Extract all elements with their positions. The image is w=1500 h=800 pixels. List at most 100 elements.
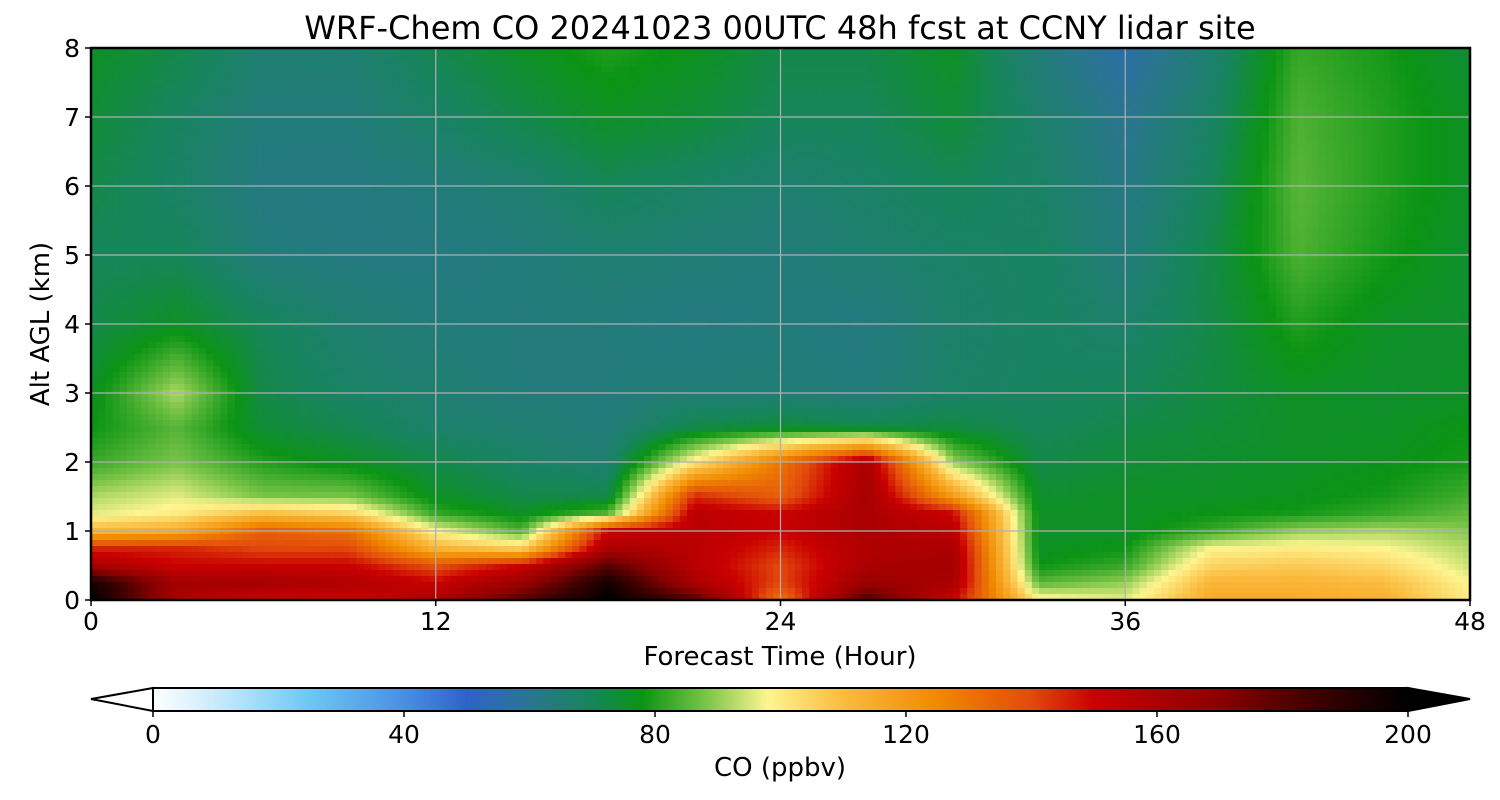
field-cell (1369, 54, 1378, 61)
field-cell (335, 138, 343, 145)
field-cell (299, 126, 308, 133)
field-cell (1383, 126, 1392, 133)
field-cell (134, 150, 142, 157)
field-cell (873, 48, 882, 55)
field-cell (335, 198, 343, 205)
field-cell (550, 168, 559, 175)
field-cell (1362, 174, 1371, 181)
field-cell (938, 150, 947, 157)
field-cell (1211, 126, 1220, 133)
field-cell (162, 174, 171, 181)
field-cell (263, 108, 272, 115)
field-cell (1211, 132, 1220, 139)
field-cell (1390, 90, 1399, 97)
field-cell (198, 96, 207, 103)
field-cell (1189, 48, 1198, 55)
field-cell (241, 132, 250, 139)
field-cell (356, 198, 365, 205)
field-cell (636, 198, 645, 205)
field-cell (112, 102, 121, 109)
field-cell (888, 60, 897, 67)
field-cell (349, 120, 358, 127)
field-cell (507, 162, 516, 169)
field-cell (126, 162, 135, 169)
field-cell (1082, 180, 1090, 187)
field-cell (328, 48, 336, 55)
field-cell (1462, 198, 1470, 205)
field-cell (859, 138, 868, 145)
field-cell (1355, 72, 1363, 79)
field-cell (550, 96, 559, 103)
field-cell (751, 192, 760, 199)
field-cell (486, 84, 494, 91)
field-cell (931, 192, 940, 199)
field-cell (816, 186, 825, 193)
field-cell (644, 156, 652, 163)
field-cell (1247, 102, 1256, 109)
field-cell (873, 132, 882, 139)
field-cell (371, 78, 379, 85)
field-cell (1039, 48, 1047, 55)
field-cell (758, 126, 767, 133)
field-cell (1118, 66, 1126, 73)
field-cell (1146, 72, 1155, 79)
field-cell (457, 90, 466, 97)
field-cell (852, 78, 861, 85)
field-cell (780, 180, 789, 187)
field-cell (1103, 150, 1112, 157)
field-cell (773, 156, 782, 163)
field-cell (1455, 156, 1464, 163)
field-cell (227, 186, 236, 193)
field-cell (1017, 90, 1026, 97)
field-cell (988, 138, 997, 145)
field-cell (1333, 126, 1342, 133)
field-cell (1311, 96, 1320, 103)
field-cell (184, 102, 193, 109)
field-cell (816, 198, 825, 205)
field-cell (600, 60, 609, 67)
field-cell (1082, 150, 1090, 157)
field-cell (1261, 180, 1270, 187)
field-cell (615, 126, 624, 133)
field-cell (1146, 66, 1155, 73)
field-cell (1369, 150, 1378, 157)
field-cell (600, 150, 609, 157)
field-cell (1197, 192, 1205, 199)
field-cell (1089, 156, 1098, 163)
field-cell (837, 192, 846, 199)
field-cell (134, 120, 142, 127)
field-cell (1319, 108, 1327, 115)
field-cell (536, 102, 545, 109)
field-cell (306, 186, 315, 193)
field-cell (356, 90, 365, 97)
field-cell (665, 162, 674, 169)
field-cell (521, 192, 530, 199)
field-cell (234, 84, 243, 91)
field-cell (241, 60, 250, 67)
field-cell (629, 66, 638, 73)
field-cell (766, 120, 774, 127)
field-cell (888, 96, 897, 103)
field-cell (931, 162, 940, 169)
field-cell (845, 72, 853, 79)
field-cell (162, 198, 171, 205)
field-cell (1161, 90, 1169, 97)
field-cell (363, 60, 372, 67)
field-cell (421, 48, 430, 55)
field-cell (529, 66, 537, 73)
field-cell (816, 102, 825, 109)
field-cell (371, 72, 379, 79)
field-cell (170, 54, 178, 61)
field-cell (177, 192, 185, 199)
field-cell (902, 126, 911, 133)
field-cell (816, 84, 825, 91)
field-cell (1412, 192, 1421, 199)
field-cell (952, 78, 961, 85)
field-cell (1139, 126, 1148, 133)
field-cell (809, 108, 818, 115)
field-cell (141, 156, 150, 163)
field-cell (830, 108, 839, 115)
field-cell (557, 96, 566, 103)
field-cell (184, 192, 193, 199)
field-cell (780, 186, 789, 193)
